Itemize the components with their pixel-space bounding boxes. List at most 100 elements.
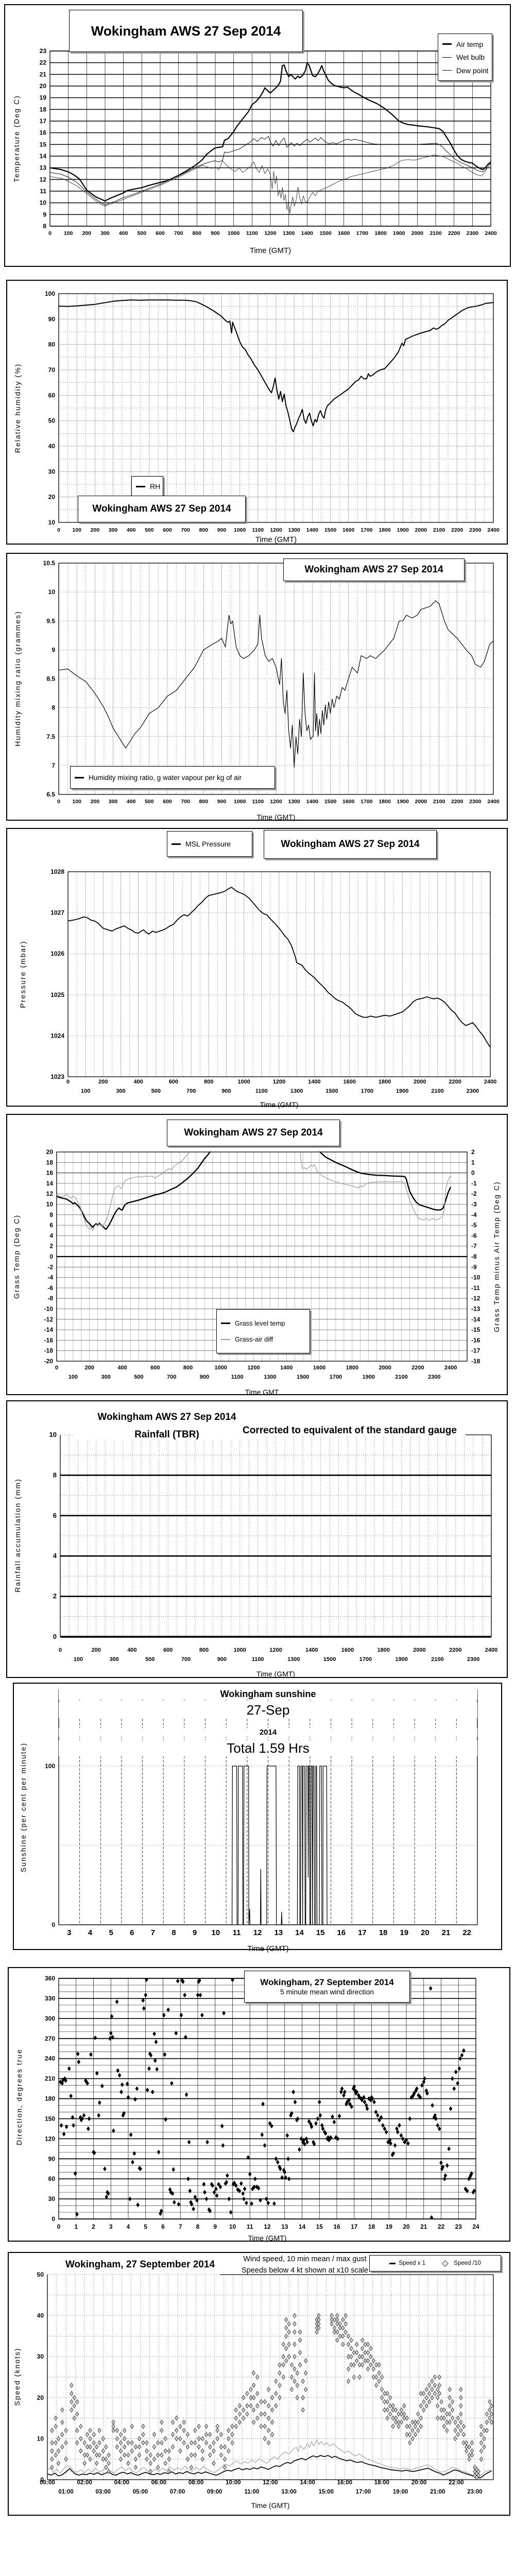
grass-temp-chart-panel: 0 100 200 300 400 500 600 700 800 900 1000 1100 1200…	[6, 1114, 508, 1396]
svg-text:11: 11	[247, 2223, 253, 2230]
svg-text:1027: 1027	[50, 909, 64, 917]
chart-title-box: Wokingham, 27 September 2014 5 minute me…	[244, 1971, 410, 2003]
svg-text:300: 300	[45, 2015, 55, 2022]
legend-item: Speed /10	[441, 2260, 481, 2267]
svg-text:1000: 1000	[234, 1647, 246, 1653]
svg-text:900: 900	[211, 230, 220, 236]
svg-text:1700: 1700	[360, 799, 373, 805]
svg-text:4: 4	[127, 2223, 130, 2230]
svg-text:1800: 1800	[379, 799, 391, 805]
svg-text:-8: -8	[47, 1295, 53, 1302]
svg-text:1600: 1600	[341, 1647, 354, 1653]
legend-label: MSL Pressure	[185, 840, 231, 848]
svg-text:0: 0	[57, 799, 60, 805]
svg-text:2: 2	[49, 1243, 53, 1250]
svg-text:200: 200	[91, 527, 100, 533]
svg-text:700: 700	[174, 230, 183, 236]
svg-text:23: 23	[40, 47, 47, 55]
svg-text:900: 900	[217, 527, 227, 533]
svg-text:-13: -13	[471, 1306, 480, 1313]
chart-title-box: Wokingham AWS 27 Sep 2014	[264, 830, 437, 859]
svg-text:-5: -5	[471, 1222, 477, 1229]
svg-text:1700: 1700	[361, 1088, 373, 1094]
svg-text:-16: -16	[44, 1336, 54, 1344]
svg-text:800: 800	[199, 799, 209, 805]
svg-text:15: 15	[316, 1928, 325, 1937]
svg-text:19: 19	[386, 2223, 393, 2230]
svg-text:0: 0	[53, 1633, 57, 1640]
svg-text:22: 22	[462, 1928, 471, 1937]
svg-text:2000: 2000	[411, 230, 424, 236]
svg-text:300: 300	[109, 527, 118, 533]
svg-text:400: 400	[127, 1647, 136, 1653]
svg-text:60: 60	[48, 2175, 56, 2182]
chart-title-box: Wokingham AWS 27 Sep 2014	[78, 496, 246, 522]
svg-text:1700: 1700	[356, 230, 369, 236]
svg-text:19: 19	[40, 94, 47, 101]
svg-text:1800: 1800	[377, 1647, 390, 1653]
svg-text:1500: 1500	[324, 527, 337, 533]
svg-text:2100: 2100	[395, 1374, 407, 1380]
legend-label: Humidity mixing ratio, g water vapour pe…	[89, 773, 242, 782]
chart-title: Wokingham AWS 27 Sep 2014	[91, 23, 281, 39]
svg-text:1800: 1800	[379, 1079, 391, 1085]
y-axis-label: Temperature (Deg C)	[12, 95, 21, 182]
svg-text:3: 3	[67, 1928, 71, 1937]
svg-text:-15: -15	[471, 1326, 480, 1333]
chart-total: Total 1.59 Hrs	[59, 1740, 477, 1756]
svg-text:23: 23	[455, 2223, 462, 2230]
svg-text:4: 4	[49, 1232, 53, 1239]
legend-item: Speed x 1	[389, 2260, 425, 2266]
svg-text:5: 5	[144, 2223, 147, 2230]
svg-text:2200: 2200	[451, 799, 464, 805]
svg-text:-10: -10	[44, 1306, 54, 1313]
svg-text:1600: 1600	[343, 1079, 355, 1085]
svg-text:10: 10	[49, 1431, 57, 1438]
wind-direction-chart-panel: 0 1 2 3 4 5 6 7 8 9 10 11 12 13 14 15 16 17 18 19 20 21 22 23 24…	[8, 1967, 510, 2242]
svg-text:120: 120	[45, 2135, 55, 2142]
svg-text:6: 6	[53, 1512, 57, 1519]
svg-text:24: 24	[472, 2223, 479, 2230]
chart-subtitle: Rainfall (TBR)	[74, 1429, 260, 1440]
svg-text:5: 5	[109, 1928, 113, 1937]
svg-text:2400: 2400	[485, 1647, 497, 1653]
svg-text:7: 7	[179, 2223, 182, 2230]
svg-text:100: 100	[81, 1088, 90, 1094]
svg-text:1: 1	[471, 1159, 475, 1166]
legend: Humidity mixing ratio, g water vapour pe…	[70, 766, 275, 789]
svg-text:2400: 2400	[444, 1365, 457, 1371]
legend-item: Humidity mixing ratio, g water vapour pe…	[75, 774, 270, 782]
svg-text:-7: -7	[471, 1243, 477, 1250]
svg-text:-9: -9	[471, 1263, 477, 1270]
svg-text:600: 600	[169, 1079, 178, 1085]
svg-text:-4: -4	[471, 1211, 477, 1218]
svg-text:14: 14	[295, 1928, 304, 1937]
svg-text:20: 20	[421, 1928, 430, 1937]
svg-text:900: 900	[221, 1088, 231, 1094]
svg-text:1900: 1900	[393, 230, 405, 236]
svg-text:2400: 2400	[484, 1079, 496, 1085]
svg-text:200: 200	[91, 799, 100, 805]
svg-text:2: 2	[471, 1148, 475, 1156]
svg-text:1000: 1000	[228, 230, 240, 236]
svg-text:17: 17	[358, 1928, 367, 1937]
chart-title: Wokingham sunshine	[59, 1689, 477, 1700]
svg-text:2200: 2200	[451, 527, 464, 533]
chart-title-box: Wokingham AWS 27 Sep 2014	[69, 10, 303, 52]
svg-text:1300: 1300	[288, 799, 300, 805]
svg-text:1100: 1100	[252, 799, 264, 805]
chart-date: 27-Sep	[59, 1702, 477, 1718]
y2-axis-label: Grass Temp minus Air Temp (Deg C)	[492, 1181, 501, 1332]
chart-title: Wokingham AWS 27 Sep 2014	[92, 503, 231, 514]
line-sample-icon	[171, 843, 181, 845]
y-axis-label: Pressure (mbar)	[19, 940, 27, 1008]
svg-text:1100: 1100	[252, 527, 264, 533]
svg-text:100: 100	[74, 1656, 83, 1663]
svg-text:16: 16	[40, 129, 47, 137]
y-axis-label: Rainfall accumulation (mm)	[13, 1478, 22, 1592]
svg-text:22:00: 22:00	[449, 2480, 464, 2486]
mixing-ratio-chart-panel: 0 100 200 300 400 500 600 700 800 900 1000 1100 1200…	[6, 553, 508, 821]
svg-text:300: 300	[101, 1374, 110, 1380]
svg-text:18:00: 18:00	[374, 2480, 389, 2486]
